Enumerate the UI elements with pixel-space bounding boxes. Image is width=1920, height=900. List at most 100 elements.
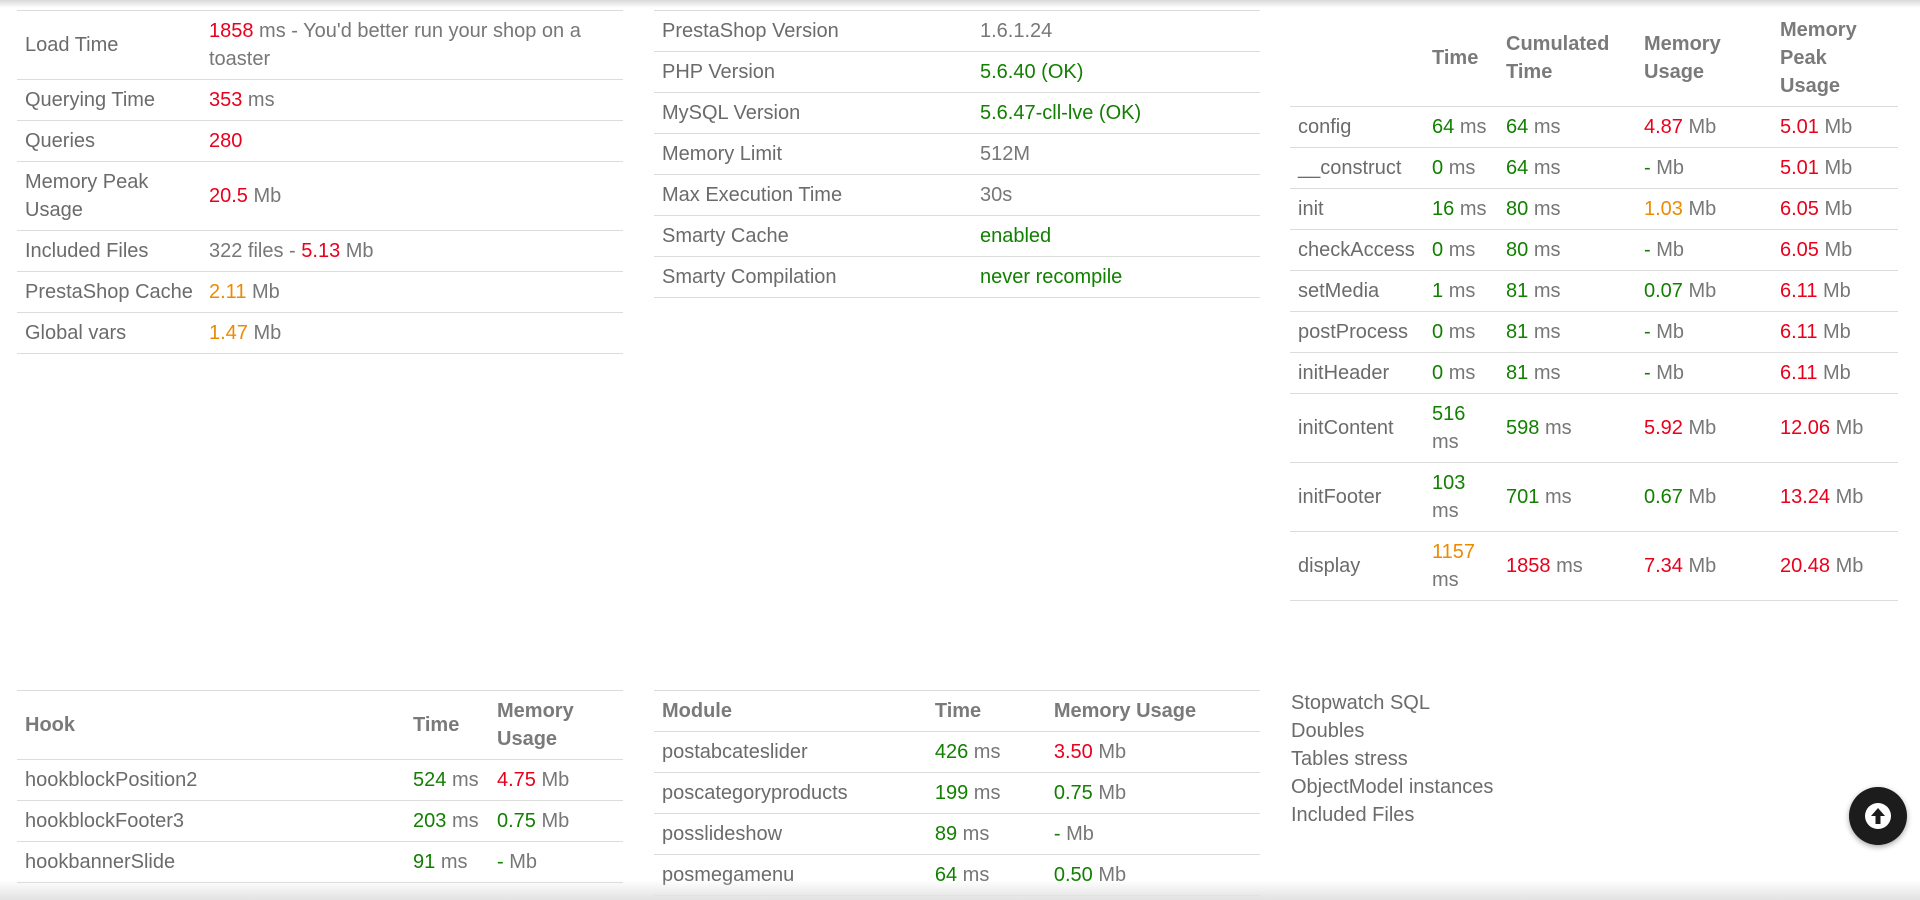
steps-row: config 64 ms 64 ms 4.87 Mb 5.01 Mb [1290, 106, 1898, 148]
summary-label: Included Files [17, 230, 201, 272]
step-time-value: 0 [1432, 239, 1444, 261]
steps-row: setMedia 1 ms 81 ms 0.07 Mb 6.11 Mb [1290, 270, 1898, 312]
modules-memory-value: 3.50 [1053, 741, 1093, 763]
unit-label: ms [451, 769, 479, 791]
step-cum-value: 64 [1506, 157, 1529, 179]
config-row: Max Execution Time 30s [654, 174, 1260, 216]
step-time: 1 ms [1424, 270, 1498, 312]
step-peak: 6.11 Mb [1772, 270, 1898, 312]
step-mem-value: 0.67 [1644, 486, 1683, 508]
profiler-link[interactable]: ObjectModel instances [1291, 776, 1494, 798]
step-unit: Mb [1656, 157, 1685, 179]
step-unit: ms [1533, 280, 1561, 302]
step-time-value: 1 [1432, 280, 1444, 302]
steps-row: postProcess 0 ms 81 ms - Mb 6.11 Mb [1290, 311, 1898, 353]
step-cum: 81 ms [1498, 311, 1636, 353]
modules-panel: Module Time Memory Usage postabcateslider 42… [654, 690, 1260, 896]
config-row: Smarty Cache enabled [654, 215, 1260, 257]
modules-header: Module [654, 690, 927, 732]
steps-header-row: Time Cumulated Time Memory Usage Memory Pea… [1290, 10, 1898, 107]
step-unit: Mb [1824, 198, 1853, 220]
step-peak: 6.05 Mb [1772, 188, 1898, 230]
step-peak: 12.06 Mb [1772, 393, 1898, 463]
summary-row: Load Time 1858 ms - You'd better run your… [17, 10, 623, 80]
step-cum-value: 81 [1506, 362, 1529, 384]
hooks-memory: - Mb [489, 841, 623, 883]
modules-memory: 0.75 Mb [1045, 772, 1260, 814]
hooks-header: Hook [17, 690, 405, 760]
step-name: checkAccess [1290, 229, 1424, 271]
step-peak-value: 6.05 [1780, 198, 1819, 220]
step-name: setMedia [1290, 270, 1424, 312]
step-unit: ms [1533, 239, 1561, 261]
step-unit: Mb [1688, 280, 1717, 302]
profiler-link[interactable]: Included Files [1291, 804, 1415, 826]
summary-row: Included Files 322 files - 5.13 Mb [17, 230, 623, 272]
step-time: 0 ms [1424, 311, 1498, 353]
step-unit: ms [1432, 569, 1459, 591]
step-mem: 5.92 Mb [1636, 393, 1772, 463]
step-mem: - Mb [1636, 147, 1772, 189]
step-unit: Mb [1824, 116, 1853, 138]
step-time: 0 ms [1424, 147, 1498, 189]
config-value: 30s [972, 174, 1260, 216]
steps-row: __construct 0 ms 64 ms - Mb 5.01 Mb [1290, 147, 1898, 189]
hooks-memory: 0.75 Mb [489, 800, 623, 842]
step-cum-value: 598 [1506, 417, 1540, 439]
profiler-link[interactable]: Tables stress [1291, 748, 1408, 770]
step-unit: ms [1556, 555, 1583, 577]
step-peak-value: 6.05 [1780, 239, 1819, 261]
step-unit: Mb [1688, 198, 1717, 220]
summary-number: 1858 [209, 20, 254, 42]
step-cum-value: 64 [1506, 116, 1529, 138]
summary-label: Querying Time [17, 79, 201, 121]
summary-label: Global vars [17, 312, 201, 354]
unit-label: ms [973, 741, 1001, 763]
unit-label: ms [973, 782, 1001, 804]
hooks-header: Memory Usage [489, 690, 623, 760]
step-time-value: 516 [1432, 403, 1466, 425]
step-mem-value: - [1644, 157, 1651, 179]
summary-suffix: Mb [247, 185, 282, 207]
step-name: __construct [1290, 147, 1424, 189]
summary-suffix: Mb [247, 322, 282, 344]
step-time: 103 ms [1424, 462, 1498, 532]
summary-label: Queries [17, 120, 201, 162]
step-unit: Mb [1835, 486, 1864, 508]
hooks-time-value: 91 [413, 851, 436, 873]
step-cum: 1858 ms [1498, 531, 1636, 601]
unit-label: Mb [1098, 741, 1127, 763]
hooks-row: hookblockFooter3 203 ms 0.75 Mb [17, 800, 623, 842]
step-unit: Mb [1656, 239, 1685, 261]
step-mem-value: 5.92 [1644, 417, 1683, 439]
profiler-link[interactable]: Stopwatch SQL [1291, 692, 1430, 714]
step-peak-value: 6.11 [1780, 280, 1818, 302]
hooks-row: hookbannerSlide 91 ms - Mb [17, 841, 623, 883]
hooks-memory: 4.75 Mb [489, 759, 623, 801]
step-mem: - Mb [1636, 311, 1772, 353]
profiler-link[interactable]: Doubles [1291, 720, 1365, 742]
step-time: 16 ms [1424, 188, 1498, 230]
steps-row: init 16 ms 80 ms 1.03 Mb 6.05 Mb [1290, 188, 1898, 230]
step-unit: ms [1448, 362, 1476, 384]
scroll-to-top-button[interactable] [1849, 787, 1907, 845]
summary-suffix: Mb [246, 281, 280, 303]
step-unit: Mb [1835, 555, 1864, 577]
summary-row: Memory Peak Usage 20.5 Mb [17, 161, 623, 231]
step-name: initHeader [1290, 352, 1424, 394]
hooks-time: 203 ms [405, 800, 489, 842]
modules-time-value: 89 [934, 823, 958, 845]
steps-header [1290, 10, 1424, 107]
step-name: config [1290, 106, 1424, 148]
hooks-name: hookbannerSlide [17, 841, 405, 883]
config-label: Smarty Cache [654, 215, 972, 257]
step-time-value: 0 [1432, 321, 1444, 343]
step-unit: ms [1448, 157, 1476, 179]
unit-label: ms [451, 810, 479, 832]
step-unit: ms [1533, 321, 1561, 343]
step-peak: 6.11 Mb [1772, 311, 1898, 353]
hooks-panel: Hook Time Memory Usage hookblockPosition2 52… [17, 690, 623, 883]
step-peak-value: 6.11 [1780, 321, 1818, 343]
summary-label: Memory Peak Usage [17, 161, 201, 231]
config-value: 1.6.1.24 [972, 10, 1260, 52]
